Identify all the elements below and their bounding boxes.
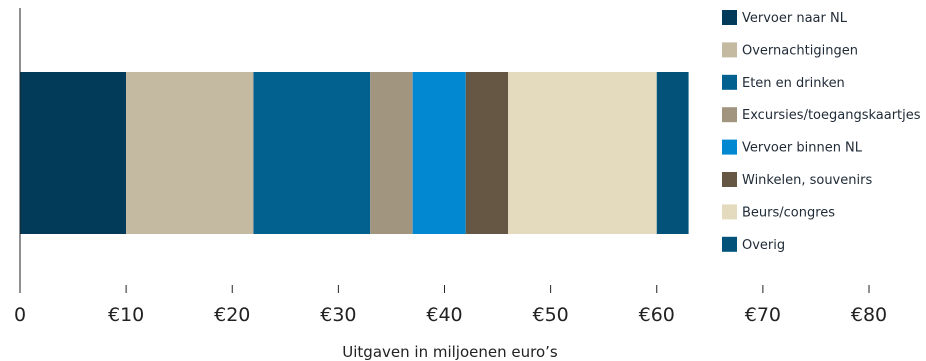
x-tick-label-2: €20 <box>214 304 250 326</box>
bar-segment-7 <box>656 72 689 234</box>
bar-segment-2 <box>253 72 371 234</box>
x-tick-label-6: €60 <box>639 304 675 326</box>
legend: Vervoer naar NL Overnachtigingen Eten en d… <box>722 10 921 253</box>
x-tick-label-7: €70 <box>745 304 781 326</box>
x-axis-ticks: 0 €10 €20 €30 €40 €50 €60 €70 €80 <box>14 285 887 326</box>
x-tick-label-3: €30 <box>320 304 356 326</box>
bar-segment-3 <box>370 72 413 234</box>
legend-swatch-4 <box>722 139 737 155</box>
legend-swatch-5 <box>722 172 737 187</box>
legend-label-5: Winkelen, souvenirs <box>742 173 872 188</box>
x-axis-title: Uitgaven in miljoenen euro’s <box>342 343 558 361</box>
x-tick-label-1: €10 <box>108 304 144 326</box>
legend-swatch-7 <box>722 236 737 252</box>
legend-label-0: Vervoer naar NL <box>742 11 848 26</box>
legend-swatch-0 <box>722 10 737 25</box>
legend-swatch-3 <box>722 107 737 123</box>
legend-swatch-1 <box>722 42 737 58</box>
x-tick-label-0: 0 <box>14 304 26 326</box>
x-tick-label-8: €80 <box>851 304 887 326</box>
legend-label-7: Overig <box>742 238 785 253</box>
legend-label-2: Eten en drinken <box>742 76 845 91</box>
bar-segment-4 <box>412 72 466 234</box>
legend-label-1: Overnachtigingen <box>742 43 858 58</box>
legend-swatch-6 <box>722 204 737 220</box>
x-tick-label-4: €40 <box>426 304 462 326</box>
x-tick-label-5: €50 <box>532 304 568 326</box>
legend-label-3: Excursies/toegangskaartjes <box>742 108 921 123</box>
bar-segment-5 <box>465 72 509 234</box>
bar-segment-1 <box>126 72 254 234</box>
bar-segments <box>20 72 689 234</box>
legend-label-6: Beurs/congres <box>742 205 835 220</box>
legend-swatch-2 <box>722 74 737 90</box>
legend-label-4: Vervoer binnen NL <box>742 141 863 156</box>
bar-segment-0 <box>20 72 127 234</box>
bar-segment-6 <box>508 72 657 234</box>
